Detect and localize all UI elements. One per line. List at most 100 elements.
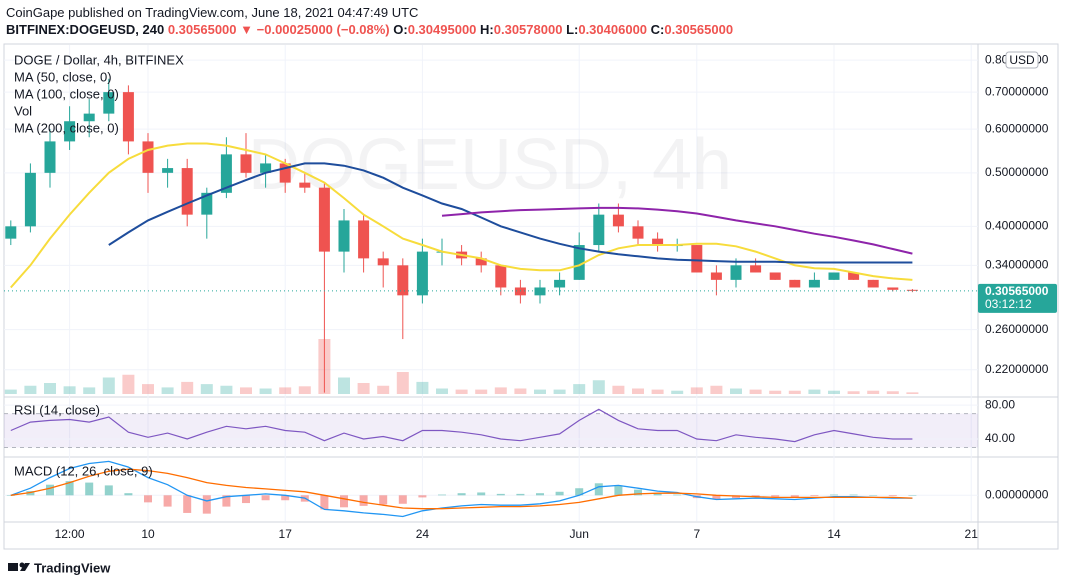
histogram-bar xyxy=(183,495,192,513)
histogram-bar xyxy=(65,481,74,496)
volume-bar xyxy=(338,377,350,394)
legend-entry: MA (50, close, 0) xyxy=(14,69,112,84)
volume-bar xyxy=(671,390,684,394)
y-tick-label: 0.26000000 xyxy=(985,322,1049,336)
candle-body xyxy=(887,287,899,290)
volume-bar xyxy=(63,386,76,394)
histogram-bar xyxy=(320,495,329,510)
candle-body xyxy=(103,92,115,114)
y-tick-label: 0.22000000 xyxy=(985,362,1049,376)
histogram-bar xyxy=(340,495,348,508)
line xyxy=(10,142,913,289)
histogram-bar xyxy=(790,495,799,498)
volume-bar xyxy=(279,387,292,394)
histogram-bar xyxy=(575,488,584,496)
price: 0.30565000 xyxy=(167,22,237,37)
volume-bar xyxy=(534,389,546,394)
candle-body xyxy=(122,92,134,142)
volume-bar xyxy=(377,385,390,394)
histogram-bar xyxy=(732,495,740,499)
volume-bar xyxy=(828,390,840,394)
candle-body xyxy=(338,220,350,252)
candle-body xyxy=(495,265,507,288)
volume-bar xyxy=(102,377,115,394)
countdown: 03:12:12 xyxy=(985,297,1032,311)
y-tick-label: 0.50000000 xyxy=(985,165,1049,179)
volume-bar xyxy=(690,387,703,394)
histogram-bar xyxy=(242,495,250,504)
volume-bar xyxy=(612,385,625,394)
last-price-box xyxy=(978,283,1057,313)
symbol-line: BITFINEX:DOGEUSD, 240 0.30565000 ▼ −0.00… xyxy=(6,21,733,38)
line xyxy=(10,460,913,518)
histogram-bar xyxy=(124,493,133,496)
legend-entry: MA (200, close, 0) xyxy=(14,120,119,135)
rsi-band xyxy=(4,413,978,448)
x-tick-label: 10 xyxy=(141,527,155,541)
histogram-bar xyxy=(222,495,231,507)
volume-bar xyxy=(886,391,899,394)
line xyxy=(108,162,913,264)
candle-body xyxy=(593,214,605,246)
volume-bar xyxy=(730,388,742,394)
histogram-bar xyxy=(771,495,780,497)
volume-bar xyxy=(573,384,586,394)
histogram-bar xyxy=(359,495,368,506)
line xyxy=(10,408,913,443)
histogram-bar xyxy=(281,495,290,501)
close: 0.30565000 xyxy=(664,22,734,37)
change: −0.00025000 (−0.08%) xyxy=(256,22,390,37)
volume-bar xyxy=(808,389,821,394)
candle-body xyxy=(573,245,585,280)
candle-body xyxy=(279,163,291,183)
histogram-bar xyxy=(673,494,682,496)
candle-body xyxy=(554,279,566,288)
candle-body xyxy=(710,272,722,280)
y-tick-label: 0.40000000 xyxy=(985,219,1049,233)
volume-bar xyxy=(24,385,37,394)
candle-body xyxy=(514,287,526,296)
y-tick-label: 0.60000000 xyxy=(985,121,1049,135)
pane-title: MACD (12, 26, close, 9) xyxy=(14,463,153,478)
candle-body xyxy=(318,187,330,252)
volume-bar xyxy=(710,385,723,394)
x-tick-label: 14 xyxy=(827,527,841,541)
histogram-bar xyxy=(908,495,917,496)
x-tick-label: 24 xyxy=(416,527,430,541)
histogram-bar xyxy=(26,491,35,496)
legend-entry: Vol xyxy=(14,103,32,118)
histogram-bar xyxy=(830,494,838,496)
legend-title: DOGE / Dollar, 4h, BITFINEX xyxy=(14,52,184,67)
candle-body xyxy=(789,279,801,288)
volume-bar xyxy=(494,387,507,394)
candle-body xyxy=(691,245,703,273)
y-tick-label: 0.70000000 xyxy=(985,84,1049,98)
candle-body xyxy=(848,272,860,280)
volume-bar xyxy=(867,390,880,394)
histogram-bar xyxy=(496,493,505,496)
h-label: H: xyxy=(480,22,494,37)
volume-bar xyxy=(514,388,527,394)
candle-body xyxy=(5,226,17,239)
y-tick-label: 0.00000000 xyxy=(985,487,1049,501)
volume-bar xyxy=(357,383,370,394)
high: 0.30578000 xyxy=(493,22,563,37)
volume-bar xyxy=(847,391,860,394)
histogram-bar xyxy=(594,483,603,496)
l-label: L: xyxy=(566,22,579,37)
candle-body xyxy=(240,154,252,173)
volume-bar xyxy=(592,380,605,394)
x-tick-label: 7 xyxy=(693,527,700,541)
histogram-bar xyxy=(163,495,172,507)
candle-body xyxy=(475,258,487,266)
volume-bar xyxy=(181,381,194,394)
histogram-bar xyxy=(457,493,466,496)
frame xyxy=(3,43,1059,550)
histogram-bar xyxy=(202,495,211,514)
x-tick-label: 12:00 xyxy=(55,527,85,541)
low: 0.30406000 xyxy=(578,22,648,37)
x-tick-label: 21 xyxy=(965,527,979,541)
volume-bar xyxy=(240,387,252,394)
histogram-bar xyxy=(653,493,662,496)
